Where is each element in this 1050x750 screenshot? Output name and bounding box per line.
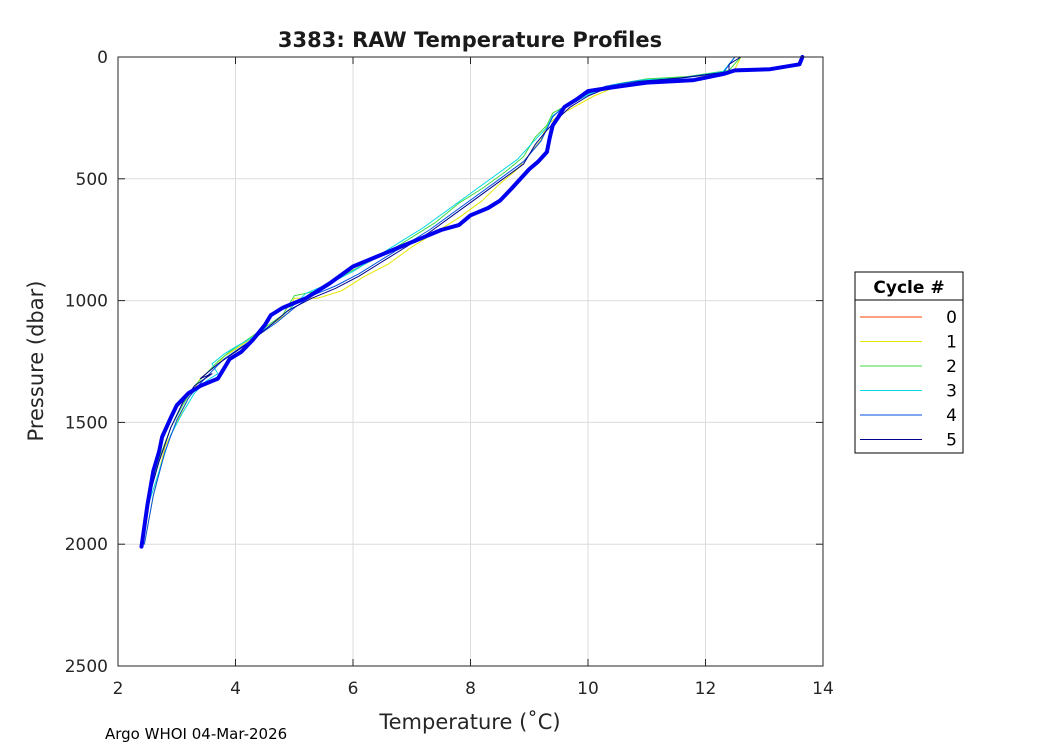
legend-label-0: 0 bbox=[946, 308, 957, 328]
legend-entries: 0 1 2 3 4 5 bbox=[860, 308, 957, 451]
legend-label-4: 4 bbox=[946, 406, 957, 426]
series-group bbox=[139, 55, 805, 549]
y-tick-label: 0 bbox=[97, 48, 108, 68]
legend-label-5: 5 bbox=[946, 431, 957, 451]
y-tick-label: 1500 bbox=[65, 413, 108, 433]
legend-box bbox=[854, 271, 964, 454]
chart-title: 3383: RAW Temperature Profiles bbox=[278, 28, 662, 52]
y-axis-label: Pressure (dbar) bbox=[24, 281, 48, 442]
legend-label-3: 3 bbox=[946, 382, 957, 402]
x-tick-label: 12 bbox=[695, 679, 717, 699]
legend-title: Cycle # bbox=[873, 278, 944, 298]
y-tick-label: 2000 bbox=[65, 535, 108, 555]
x-tick-label: 2 bbox=[113, 679, 124, 699]
y-tick-label: 1000 bbox=[65, 292, 108, 312]
legend: Cycle # 0 1 2 3 4 5 bbox=[854, 271, 964, 454]
x-tick-label: 4 bbox=[230, 679, 241, 699]
x-tick-label: 10 bbox=[577, 679, 599, 699]
x-tick-label: 6 bbox=[348, 679, 359, 699]
grid bbox=[118, 57, 823, 666]
x-tick-label: 14 bbox=[812, 679, 834, 699]
x-axis-label: Temperature (˚C) bbox=[378, 710, 560, 734]
footer-credit: Argo WHOI 04-Mar-2026 bbox=[105, 725, 288, 743]
legend-label-1: 1 bbox=[946, 333, 957, 353]
series-line-latest bbox=[139, 55, 805, 549]
tick-group: 2 4 6 8 10 12 14 0 500 1000 1500 2000 2500 bbox=[65, 48, 834, 699]
y-tick-label: 2500 bbox=[65, 657, 108, 677]
legend-label-2: 2 bbox=[946, 357, 957, 377]
y-tick-label: 500 bbox=[76, 170, 108, 190]
x-tick-label: 8 bbox=[465, 679, 476, 699]
